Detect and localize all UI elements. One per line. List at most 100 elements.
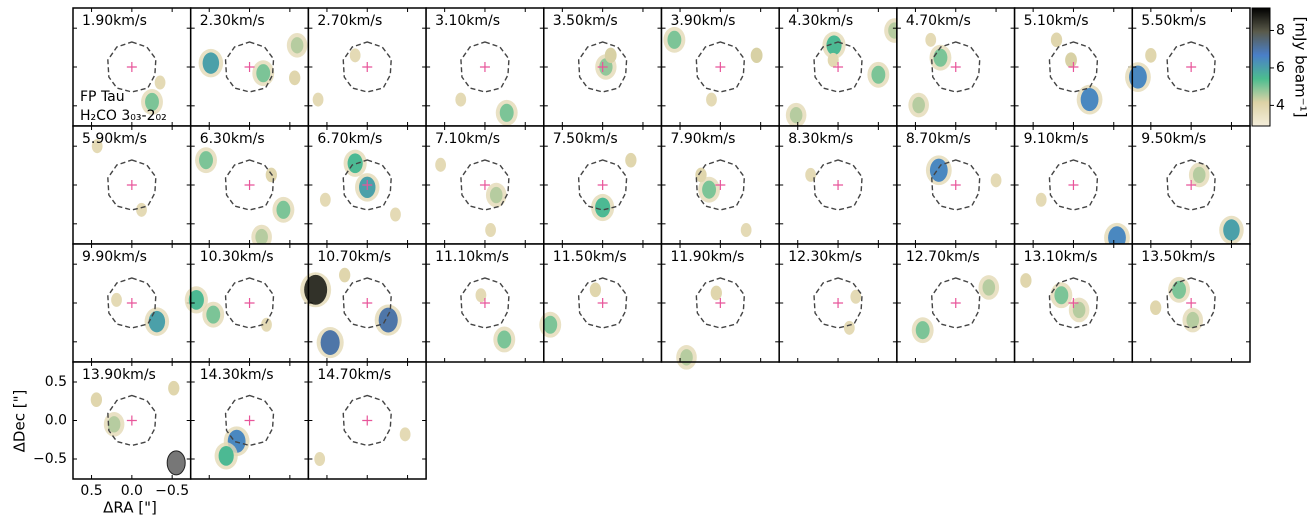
emission-blob xyxy=(1065,52,1077,68)
emission-blob xyxy=(1129,65,1147,89)
emission-blob xyxy=(933,48,948,67)
colorbar-tick-label: 8 xyxy=(1276,22,1285,38)
emission-blob xyxy=(90,392,103,408)
panel-frame xyxy=(1131,243,1251,363)
star-position xyxy=(1186,62,1197,72)
colorbar xyxy=(1251,7,1271,127)
disk-contour xyxy=(1166,159,1216,211)
panel: 2.30km/s xyxy=(189,7,310,127)
panel: 4.70km/s xyxy=(896,7,1016,127)
y-tick-label: 0.5 xyxy=(45,374,67,390)
star-position xyxy=(126,180,137,190)
colorbar-tick-label: 4 xyxy=(1276,97,1285,113)
emission-blob xyxy=(702,180,717,199)
disk-contour xyxy=(931,159,981,211)
velocity-label: 2.70km/s xyxy=(317,13,382,29)
emission-blob xyxy=(255,228,268,246)
emission-blob xyxy=(695,167,707,183)
panel: 7.90km/s xyxy=(660,125,780,245)
emission-blob xyxy=(1186,311,1200,329)
y-tick-label: −0.5 xyxy=(33,451,67,467)
star-position xyxy=(597,298,608,308)
emission-blob xyxy=(912,96,925,114)
annotation: FP Tau xyxy=(80,89,125,105)
emission-blob xyxy=(1020,273,1032,288)
emission-blob xyxy=(91,139,103,154)
emission-blob xyxy=(202,52,220,74)
emission-blob xyxy=(349,48,361,63)
emission-blob xyxy=(148,310,166,333)
panel-frame xyxy=(307,361,427,480)
star-position xyxy=(715,62,726,72)
emission-blob xyxy=(925,32,937,47)
velocity-label: 5.50km/s xyxy=(1141,13,1206,29)
panel: 6.30km/s xyxy=(189,125,310,250)
panel: 10.30km/s xyxy=(184,243,310,363)
velocity-label: 12.30km/s xyxy=(788,249,862,265)
annotation: H₂CO 3₀₃-2₀₂ xyxy=(80,108,167,124)
disk-contour xyxy=(107,277,157,329)
emission-blob xyxy=(740,223,752,238)
emission-blob xyxy=(680,349,693,366)
disk-contour xyxy=(342,277,392,329)
panel: 13.50km/s xyxy=(1131,243,1251,363)
emission-blob xyxy=(1072,301,1086,319)
y-axis-label: ΔDec ["] xyxy=(11,390,29,453)
star-position xyxy=(715,298,726,308)
disk-contour xyxy=(813,277,863,329)
panel: 13.10km/s xyxy=(1013,243,1134,363)
panel: 14.30km/s xyxy=(189,361,310,480)
panel: 11.10km/s xyxy=(425,243,545,363)
disk-contour xyxy=(1048,277,1099,329)
emission-blob xyxy=(261,317,272,332)
emission-blob xyxy=(1050,32,1063,48)
colorbar-tick-label: 6 xyxy=(1276,60,1285,76)
star-position xyxy=(597,180,608,190)
disk-contour xyxy=(577,159,628,211)
velocity-label: 9.50km/s xyxy=(1141,131,1206,147)
disk-contour xyxy=(695,159,746,211)
panel: 11.90km/s xyxy=(660,243,780,370)
star-position xyxy=(126,62,137,72)
panel: 0.5 0.0 −0.5 0.5 0.0 −0.5 13.90km/s xyxy=(33,361,192,499)
emission-blob xyxy=(218,446,234,466)
velocity-label: 3.10km/s xyxy=(435,13,500,29)
velocity-label: 1.90km/s xyxy=(82,13,147,29)
colorbar-label: [mJy beam⁻¹] xyxy=(1292,17,1310,118)
star-position xyxy=(244,62,255,72)
star-position xyxy=(1068,62,1079,72)
velocity-label: 13.50km/s xyxy=(1141,249,1215,265)
panel: 7.10km/s xyxy=(425,125,545,245)
star-position xyxy=(126,415,137,426)
velocity-label: 13.10km/s xyxy=(1024,249,1098,265)
emission-blob xyxy=(706,92,717,107)
star-position xyxy=(597,62,608,72)
velocity-label: 14.70km/s xyxy=(317,367,391,383)
emission-blob xyxy=(827,52,839,68)
emission-blob xyxy=(378,307,398,333)
emission-blob xyxy=(314,451,326,466)
emission-blob xyxy=(667,30,682,49)
emission-blob xyxy=(625,152,637,168)
emission-blob xyxy=(475,288,487,303)
emission-blob xyxy=(789,106,803,124)
disk-contour xyxy=(460,159,510,211)
disk-contour xyxy=(342,394,392,447)
emission-blob xyxy=(1223,219,1240,241)
panel: 3.10km/s xyxy=(425,7,545,127)
emission-blob xyxy=(319,192,331,207)
star-position xyxy=(1068,298,1079,308)
disk-contour xyxy=(931,41,981,93)
panel: 5.90km/s xyxy=(72,125,192,245)
disk-contour xyxy=(1166,41,1216,93)
disk-contour xyxy=(460,277,510,329)
star-position xyxy=(479,62,490,72)
beam xyxy=(166,450,186,476)
emission-blob xyxy=(145,92,159,111)
emission-blob xyxy=(826,35,842,56)
emission-blob xyxy=(929,158,948,182)
disk-contour xyxy=(107,41,157,93)
disk-contour xyxy=(577,41,628,93)
disk-contour xyxy=(695,277,746,329)
emission-blob xyxy=(339,267,351,283)
